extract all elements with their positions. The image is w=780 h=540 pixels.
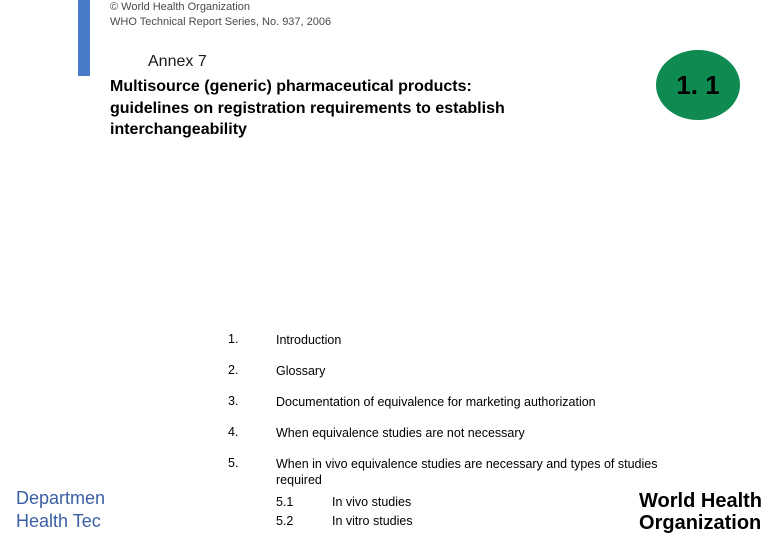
toc-subitem-text: In vitro studies [332, 512, 688, 531]
copyright-line1: © World Health Organization [110, 0, 331, 15]
toc-item-text: When in vivo equivalence studies are nec… [276, 456, 688, 531]
toc-item-title: When equivalence studies are not necessa… [276, 425, 688, 442]
toc-subitem-number: 5.2 [276, 512, 332, 531]
dept-line2: Health Tec [16, 510, 105, 533]
toc-subitem-text: In vivo studies [332, 493, 688, 512]
toc-item-number: 4. [228, 425, 276, 439]
toc-subitem-number: 5.1 [276, 493, 332, 512]
copyright-line2: WHO Technical Report Series, No. 937, 20… [110, 15, 331, 30]
toc-subitem: 5.2In vitro studies [276, 512, 688, 531]
toc-subitem: 5.1In vivo studies [276, 493, 688, 512]
toc-item: 1.Introduction [228, 332, 688, 349]
toc-item-number: 2. [228, 363, 276, 377]
toc-item-number: 3. [228, 394, 276, 408]
toc-item-number: 1. [228, 332, 276, 346]
toc-item: 5.When in vivo equivalence studies are n… [228, 456, 688, 531]
toc-item-title: Glossary [276, 363, 688, 380]
toc-item-title: When in vivo equivalence studies are nec… [276, 456, 688, 490]
dept-line1: Departmen [16, 487, 105, 510]
toc-sublist: 5.1In vivo studies5.2In vitro studies [276, 493, 688, 531]
table-of-contents: 1.Introduction2.Glossary3.Documentation … [228, 332, 688, 540]
document-title: Multisource (generic) pharmaceutical pro… [110, 76, 550, 141]
slide-number-badge: 1. 1 [656, 50, 740, 120]
side-blue-bar [78, 0, 90, 76]
toc-item-text: Introduction [276, 332, 688, 349]
toc-item: 4.When equivalence studies are not neces… [228, 425, 688, 442]
toc-item-title: Documentation of equivalence for marketi… [276, 394, 688, 411]
toc-item: 3.Documentation of equivalence for marke… [228, 394, 688, 411]
footer-department: Departmen Health Tec [16, 487, 105, 532]
toc-item-title: Introduction [276, 332, 688, 349]
toc-item-text: Documentation of equivalence for marketi… [276, 394, 688, 411]
copyright-block: © World Health Organization WHO Technica… [110, 0, 331, 31]
annex-label: Annex 7 [148, 53, 207, 71]
toc-item-number: 5. [228, 456, 276, 470]
toc-item: 2.Glossary [228, 363, 688, 380]
toc-item-text: Glossary [276, 363, 688, 380]
toc-panel: 1.Introduction2.Glossary3.Documentation … [108, 160, 578, 540]
toc-item-text: When equivalence studies are not necessa… [276, 425, 688, 442]
badge-text: 1. 1 [676, 70, 719, 101]
